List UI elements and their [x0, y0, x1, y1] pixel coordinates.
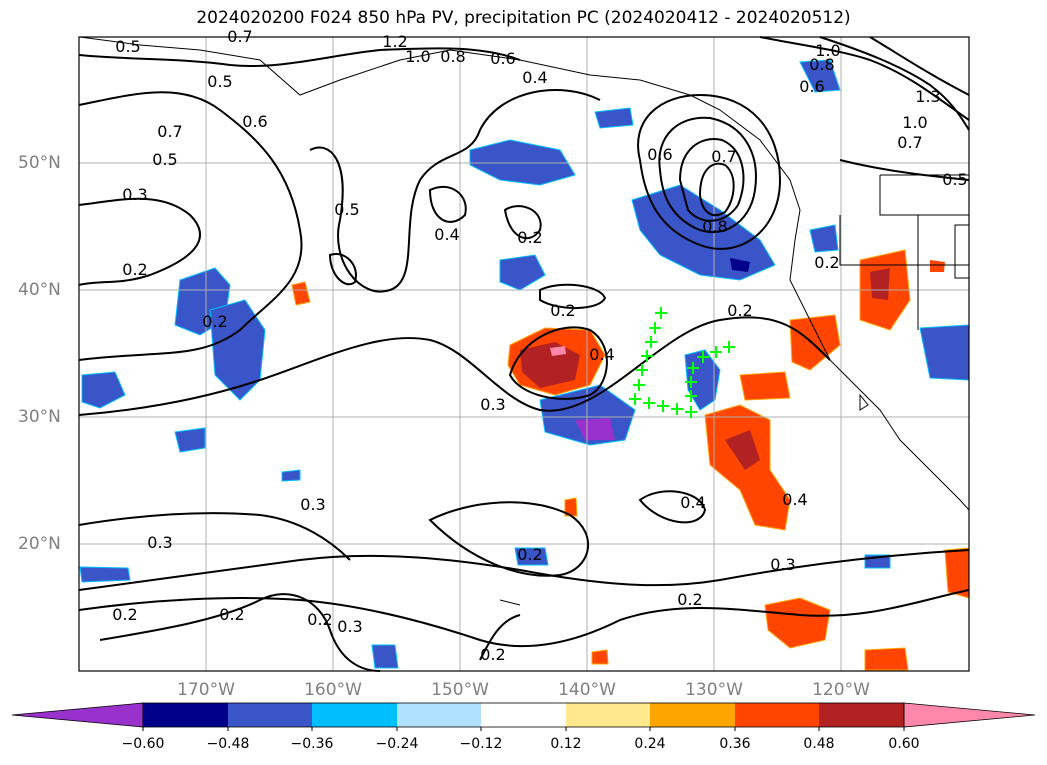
contour-label: 1.0 [815, 41, 840, 60]
contour-label: 0.5 [334, 200, 359, 219]
pv-contour-labels: 0.5 0.7 1.2 1.0 0.8 0.6 0.4 0.5 0.6 0.7 … [112, 27, 967, 664]
lon-label: 150°W [431, 680, 489, 700]
colorbar-tick-label: −0.24 [375, 736, 419, 752]
colorbar-tick-label: 0.48 [803, 736, 835, 752]
contour-label: 0.2 [677, 590, 702, 609]
colorbar-tick-label: −0.60 [121, 736, 165, 752]
colorbar [11, 702, 1036, 731]
coastlines [79, 36, 970, 606]
contour-label: 0.2 [480, 645, 505, 664]
contour-label: 0.3 [770, 555, 795, 574]
lon-label: 170°W [177, 680, 235, 700]
colorbar-tick-label: 0.60 [888, 736, 920, 752]
contour-label: 0.4 [589, 345, 614, 364]
contour-label: 0.8 [809, 55, 834, 74]
contour-label: 0.2 [307, 610, 332, 629]
contour-label: 0.2 [814, 253, 839, 272]
contour-label: 0.8 [440, 47, 465, 66]
contour-label: 0.2 [219, 605, 244, 624]
colorbar-tick-label: 0.24 [634, 736, 666, 752]
contour-label: 0.6 [242, 112, 267, 131]
contour-label: 0.7 [897, 133, 922, 152]
contour-label: 0.8 [702, 217, 727, 236]
contour-label: 0.5 [942, 170, 967, 189]
lat-label: 20°N [18, 534, 61, 554]
contour-label: 1.0 [902, 113, 927, 132]
lat-label: 30°N [18, 407, 61, 427]
colorbar-tick-label: −0.36 [290, 736, 334, 752]
contour-label: 0.6 [799, 77, 824, 96]
colorbar-tick-label: −0.12 [459, 736, 503, 752]
contour-label: 0.3 [122, 185, 147, 204]
contour-label: 0.2 [122, 260, 147, 279]
track-markers [629, 307, 735, 418]
contour-label: 0.5 [152, 150, 177, 169]
contour-label: 0.7 [157, 122, 182, 141]
contour-label: 0.5 [207, 72, 232, 91]
contour-label: 0.2 [517, 545, 542, 564]
contour-label: 0.4 [680, 493, 705, 512]
contour-label: 0.2 [727, 301, 752, 320]
contour-label: 0.4 [782, 490, 807, 509]
lon-label: 130°W [685, 680, 743, 700]
contour-label: 1.3 [915, 87, 940, 106]
contour-label: 0.6 [647, 145, 672, 164]
contour-label: 1.2 [382, 32, 407, 51]
colorbar-tick-label: 0.12 [550, 736, 582, 752]
contour-label: 1.0 [405, 47, 430, 66]
colorbar-tick-label: −0.48 [206, 736, 250, 752]
pv-contours [78, 36, 970, 672]
contour-label: 0.2 [202, 312, 227, 331]
lon-label: 140°W [558, 680, 616, 700]
contour-label: 0.5 [115, 37, 140, 56]
contour-label: 0.3 [147, 533, 172, 552]
contour-label: 0.4 [522, 68, 547, 87]
contour-label: 0.6 [490, 49, 515, 68]
contour-label: 0.7 [711, 147, 736, 166]
lat-label: 40°N [18, 280, 61, 300]
lon-label: 160°W [304, 680, 362, 700]
contour-label: 0.3 [480, 395, 505, 414]
contour-label: 0.2 [112, 605, 137, 624]
contour-label: 0.2 [550, 301, 575, 320]
contour-label: 0.3 [337, 617, 362, 636]
contour-label: 0.4 [434, 225, 459, 244]
colorbar-tick-label: 0.36 [719, 736, 751, 752]
figure-title: 2024020200 F024 850 hPa PV, precipitatio… [196, 8, 851, 28]
lat-label: 50°N [18, 153, 61, 173]
contour-label: 0.3 [300, 495, 325, 514]
lon-label: 120°W [812, 680, 870, 700]
contour-label: 0.2 [517, 228, 542, 247]
